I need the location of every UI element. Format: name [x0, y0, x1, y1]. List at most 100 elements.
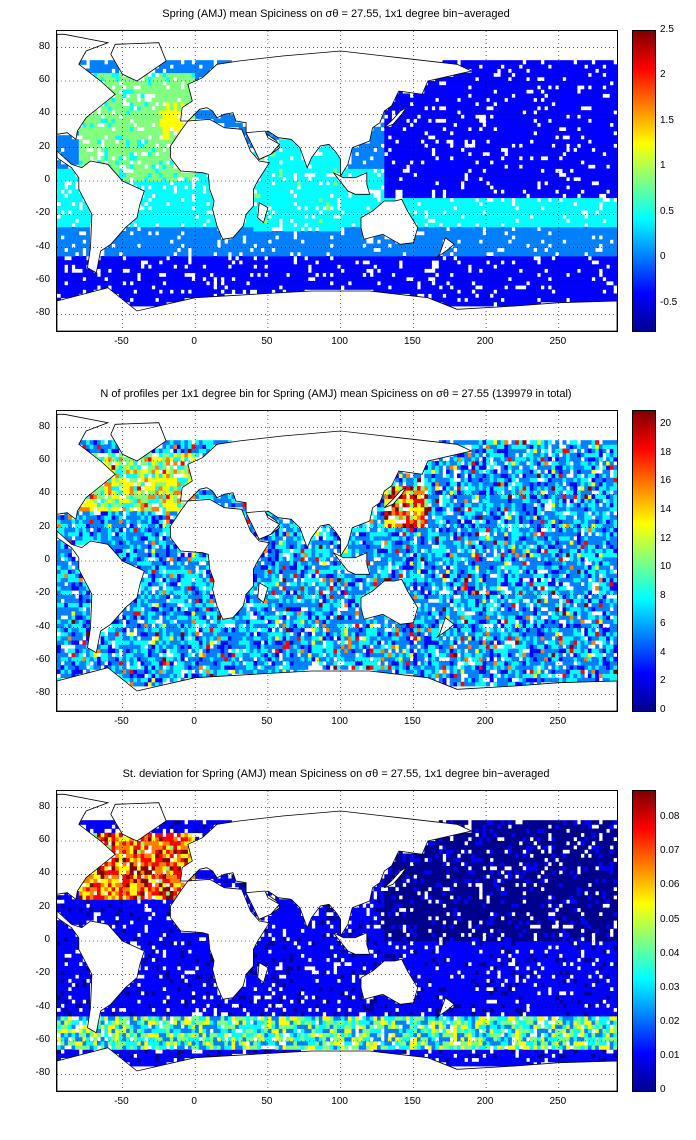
data-cell	[151, 201, 156, 207]
data-cell	[358, 210, 363, 215]
data-cell	[177, 297, 181, 303]
data-cell	[282, 222, 287, 228]
data-cell	[366, 172, 371, 178]
data-cell	[253, 197, 258, 203]
data-cell	[511, 272, 516, 278]
data-cell	[57, 193, 61, 199]
data-cell	[507, 210, 512, 215]
data-cell	[533, 60, 538, 65]
data-cell	[529, 168, 534, 174]
data-cell	[551, 139, 556, 144]
data-cell	[489, 81, 494, 86]
data-cell	[431, 176, 436, 182]
data-cell	[111, 151, 116, 157]
data-cell	[482, 276, 487, 282]
data-cell	[282, 247, 287, 253]
data-cell	[147, 289, 152, 294]
data-cell	[435, 285, 440, 290]
data-cell	[551, 160, 556, 165]
data-cell	[366, 243, 371, 249]
data-cell	[191, 226, 196, 232]
data-cell	[344, 251, 349, 257]
data-cell	[253, 185, 258, 190]
data-cell	[522, 260, 527, 265]
data-cell	[446, 97, 451, 103]
data-cell	[347, 251, 352, 257]
data-cell	[387, 185, 392, 190]
data-cell	[420, 176, 425, 182]
data-cell	[533, 222, 538, 228]
data-cell	[166, 72, 171, 78]
data-cell	[177, 193, 181, 199]
data-cell	[409, 281, 414, 286]
data-cell	[406, 147, 411, 153]
data-cell	[133, 226, 138, 232]
data-cell	[198, 243, 203, 249]
data-cell	[442, 281, 447, 286]
data-cell	[209, 264, 214, 269]
data-cell	[202, 226, 207, 232]
data-cell	[86, 135, 91, 140]
data-cell	[238, 268, 243, 274]
data-cell	[526, 81, 531, 86]
data-cell	[431, 201, 436, 207]
data-cell	[413, 239, 418, 244]
data-cell	[420, 281, 425, 286]
data-cell	[111, 101, 116, 107]
data-cell	[475, 301, 480, 307]
data-cell	[457, 135, 461, 140]
data-cell	[457, 89, 461, 94]
data-cell	[555, 268, 560, 274]
data-cell	[493, 260, 498, 265]
data-cell	[384, 256, 389, 261]
data-cell	[398, 268, 403, 274]
data-cell	[460, 297, 465, 303]
data-cell	[115, 143, 120, 149]
data-cell	[387, 160, 392, 165]
data-cell	[206, 268, 211, 274]
data-cell	[464, 293, 469, 299]
data-cell	[518, 118, 523, 124]
data-cell	[140, 272, 145, 278]
data-cell	[340, 256, 345, 261]
data-cell	[191, 201, 196, 207]
data-cell	[409, 289, 414, 294]
data-cell	[417, 135, 421, 140]
data-cell	[187, 197, 192, 203]
data-cell	[187, 235, 192, 240]
data-cell	[544, 210, 549, 215]
data-cell	[129, 260, 134, 265]
data-cell	[122, 231, 127, 236]
data-cell	[427, 151, 432, 157]
data-cell	[326, 231, 331, 236]
data-cell	[286, 156, 291, 161]
data-cell	[384, 164, 389, 169]
data-cell	[507, 135, 512, 140]
data-cell	[453, 297, 458, 303]
data-cell	[435, 110, 440, 115]
data-cell	[206, 222, 211, 228]
data-cell	[304, 181, 309, 186]
data-cell	[540, 281, 545, 286]
data-cell	[344, 247, 349, 253]
data-cell	[209, 64, 214, 69]
data-cell	[540, 297, 545, 303]
data-cell	[311, 181, 316, 186]
data-cell	[529, 189, 534, 194]
data-cell	[460, 289, 465, 294]
data-cell	[202, 68, 207, 74]
data-cell	[460, 268, 465, 274]
data-cell	[126, 160, 131, 165]
data-cell	[489, 222, 494, 228]
data-cell	[507, 85, 512, 90]
data-cell	[198, 285, 203, 290]
data-cell	[493, 218, 498, 224]
data-cell	[195, 293, 200, 299]
data-cell	[533, 101, 538, 107]
data-cell	[380, 268, 385, 274]
data-cell	[198, 251, 203, 257]
data-cell	[398, 93, 403, 99]
data-cell	[275, 210, 280, 215]
data-cell	[453, 97, 458, 103]
data-cell	[504, 256, 509, 261]
